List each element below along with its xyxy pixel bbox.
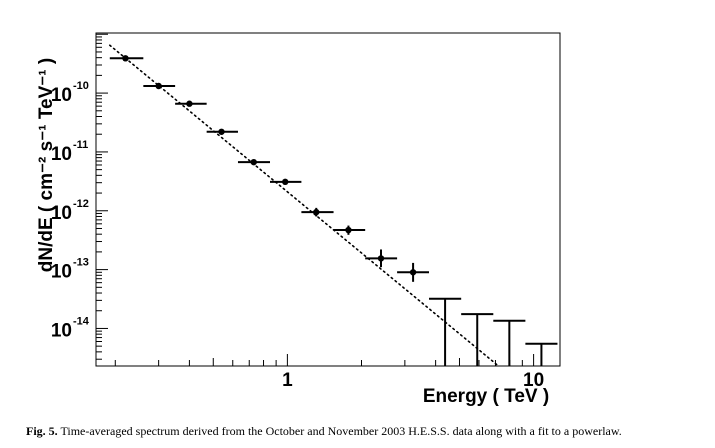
data-point	[143, 82, 176, 90]
data-point	[301, 207, 334, 217]
y-tick-label-base: 10	[51, 85, 72, 106]
upper-limits	[429, 297, 558, 366]
upper-limit	[493, 319, 526, 366]
x-tick-label: 10	[523, 370, 544, 391]
x-tick-label: 1	[282, 370, 293, 391]
point-marker	[409, 269, 417, 276]
data-point	[365, 249, 398, 268]
data-point	[175, 100, 207, 107]
plot-border	[95, 32, 561, 367]
point-marker	[218, 128, 225, 135]
y-tick-label-exponent: -14	[73, 315, 90, 327]
data-point	[109, 55, 144, 62]
data-point	[397, 262, 430, 282]
point-marker	[250, 158, 257, 166]
powerlaw-fit-line	[108, 44, 500, 367]
point-marker	[122, 55, 129, 62]
y-tick-label-base: 10	[51, 262, 72, 283]
point-marker	[155, 82, 162, 90]
caption-text: Time-averaged spectrum derived from the …	[57, 424, 622, 438]
caption-label: Fig. 5.	[26, 424, 58, 438]
upper-limit	[525, 342, 558, 366]
y-tick-label-exponent: -11	[73, 139, 88, 151]
y-tick-label-exponent: -13	[73, 257, 89, 269]
data-point	[237, 158, 271, 166]
y-tick-label-exponent: -10	[73, 80, 89, 92]
point-marker	[377, 255, 385, 262]
axis-ticks	[96, 33, 535, 366]
y-tick-label-base: 10	[51, 320, 72, 341]
y-tick-label-base: 10	[51, 144, 72, 165]
upper-limit	[461, 313, 494, 366]
point-marker	[282, 178, 289, 186]
data-point	[333, 225, 366, 235]
upper-limit	[429, 297, 462, 366]
point-marker	[313, 208, 320, 216]
y-tick-label-base: 10	[51, 203, 72, 224]
figure-caption: Fig. 5. Time-averaged spectrum derived f…	[26, 424, 706, 439]
y-axis-title: dN/dE ( cm⁻² s⁻¹ TeV⁻¹ )	[36, 58, 57, 272]
data-point	[270, 178, 302, 186]
x-axis-title: Energy ( TeV )	[423, 386, 549, 407]
data-points	[109, 55, 430, 282]
plot-frame	[95, 32, 561, 367]
point-marker	[186, 100, 193, 107]
fit-line	[108, 44, 500, 367]
y-tick-label-exponent: -12	[73, 198, 89, 210]
point-marker	[345, 226, 352, 234]
data-point	[206, 128, 238, 135]
